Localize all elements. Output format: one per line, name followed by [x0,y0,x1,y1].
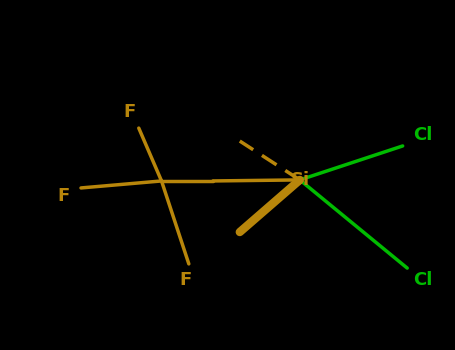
Text: F: F [124,103,136,121]
Text: Cl: Cl [414,271,433,289]
Text: Si: Si [290,171,309,189]
Text: F: F [58,187,70,205]
Text: F: F [180,271,192,289]
Text: Cl: Cl [414,126,433,144]
